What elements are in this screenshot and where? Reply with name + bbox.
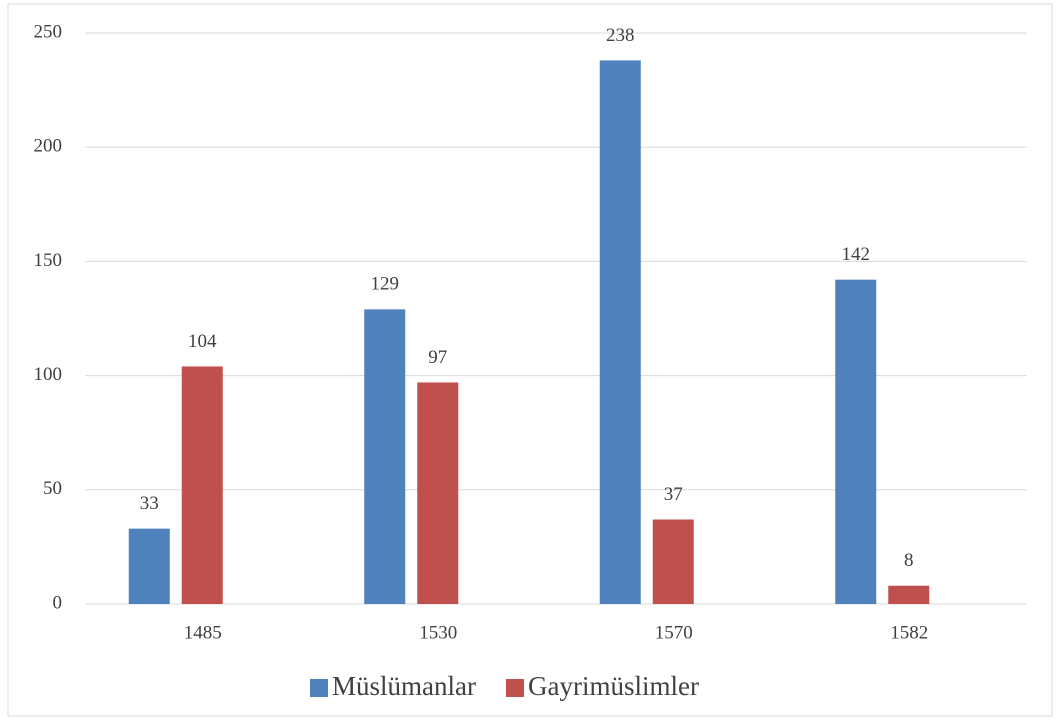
y-tick-label: 150 <box>34 250 63 271</box>
y-tick-label: 100 <box>34 364 63 385</box>
bar <box>181 366 223 604</box>
bar <box>364 309 406 604</box>
bar <box>652 519 694 604</box>
data-label: 129 <box>371 274 400 295</box>
data-label: 104 <box>188 331 217 352</box>
legend-label: Müslümanlar <box>332 671 476 701</box>
x-tick-label: 1570 <box>655 622 693 643</box>
x-tick-label: 1485 <box>184 622 222 643</box>
data-label: 37 <box>664 484 683 505</box>
x-tick-label: 1582 <box>890 622 928 643</box>
data-label: 97 <box>428 347 447 368</box>
bar <box>128 528 170 604</box>
y-tick-label: 50 <box>43 478 62 499</box>
legend-swatch <box>310 679 328 697</box>
data-label: 33 <box>140 493 159 514</box>
bar <box>888 585 930 604</box>
data-label: 238 <box>606 25 635 46</box>
chart-border <box>7 3 1053 717</box>
y-tick-label: 250 <box>34 21 63 42</box>
y-tick-label: 0 <box>53 592 63 613</box>
legend-label: Gayrimüslimler <box>528 671 699 701</box>
bar <box>599 60 641 604</box>
bar <box>417 382 459 604</box>
bar <box>835 279 877 604</box>
data-label: 142 <box>842 244 871 265</box>
y-tick-label: 200 <box>34 136 63 157</box>
data-label: 8 <box>904 550 914 571</box>
x-tick-label: 1530 <box>419 622 457 643</box>
legend-swatch <box>505 679 524 697</box>
